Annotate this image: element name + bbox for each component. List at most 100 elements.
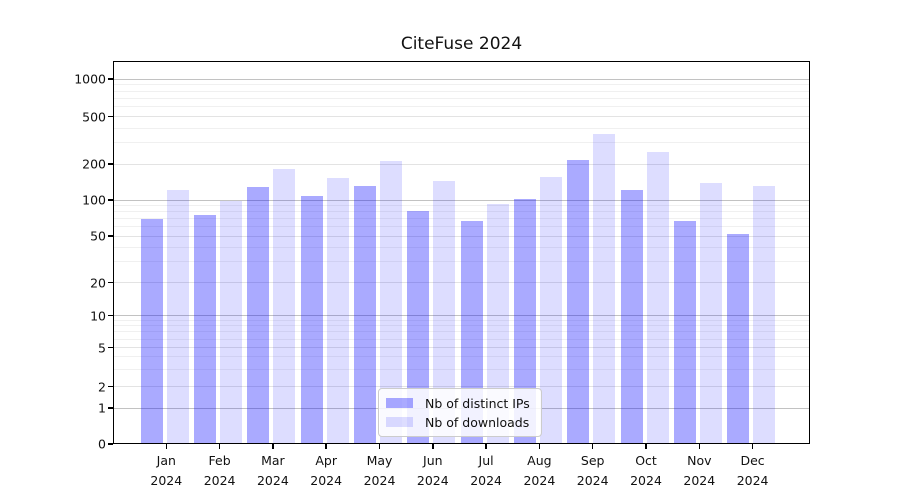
legend-swatch — [386, 417, 413, 427]
x-tick-mark — [698, 444, 701, 449]
gridline — [114, 127, 809, 129]
legend-label: Nb of downloads — [425, 414, 530, 430]
bar-distinct-ips — [140, 219, 163, 443]
bar-distinct-ips — [620, 189, 643, 443]
bar-distinct-ips — [300, 195, 323, 443]
gridline — [114, 116, 809, 117]
bar-distinct-ips — [407, 210, 430, 443]
bar-distinct-ips — [247, 186, 270, 443]
x-tick-label: May 2024 — [363, 453, 396, 488]
x-tick-mark — [272, 444, 274, 449]
legend-label: Nb of distinct IPs — [425, 395, 530, 411]
gridline — [114, 261, 809, 263]
x-tick-mark — [751, 444, 754, 449]
gridline — [114, 211, 809, 213]
bar-downloads — [753, 186, 776, 443]
bar-distinct-ips — [673, 221, 696, 443]
legend: Nb of distinct IPs Nb of downloads — [378, 388, 542, 437]
y-tick-mark — [108, 199, 113, 201]
legend-item: Nb of distinct IPs — [386, 396, 541, 411]
x-tick-label: Nov 2024 — [683, 453, 716, 488]
bar-downloads — [699, 182, 722, 443]
y-tick-label: 10 — [90, 308, 106, 323]
bar-downloads — [166, 190, 189, 443]
bar-distinct-ips — [460, 221, 483, 443]
y-tick-label: 5 — [98, 340, 106, 355]
plot-area — [113, 61, 810, 444]
bar-downloads — [486, 204, 509, 443]
bar-downloads — [646, 152, 669, 443]
x-tick-mark — [325, 444, 327, 449]
x-tick-label: Apr 2024 — [310, 453, 343, 488]
x-tick-label: Feb 2024 — [203, 453, 236, 488]
y-tick-mark — [108, 314, 113, 317]
x-tick-label: Dec 2024 — [736, 453, 769, 488]
x-tick-label: Jan 2024 — [150, 453, 183, 488]
gridline — [114, 386, 809, 387]
gridline — [114, 347, 809, 348]
gridline — [114, 97, 809, 99]
y-tick-label: 200 — [82, 156, 106, 172]
gridline — [114, 163, 809, 165]
gridline — [114, 356, 809, 358]
y-tick-label: 100 — [82, 192, 106, 208]
x-tick-mark — [591, 444, 594, 449]
bar-downloads — [380, 160, 402, 443]
x-tick-mark — [218, 444, 221, 449]
y-tick-mark — [108, 281, 113, 284]
bar-downloads — [539, 176, 562, 443]
bar-downloads — [326, 178, 349, 443]
y-tick-label: 20 — [90, 275, 106, 290]
bar-downloads — [273, 169, 296, 443]
y-tick-label: 1000 — [74, 71, 106, 87]
x-tick-label: Oct 2024 — [630, 453, 662, 488]
y-tick-mark — [108, 346, 113, 349]
y-tick-mark — [108, 385, 113, 388]
x-tick-mark — [645, 444, 647, 449]
y-tick-label: 0 — [98, 436, 106, 452]
y-tick-mark — [108, 78, 113, 80]
x-tick-mark — [485, 444, 487, 449]
x-tick-label: Jul 2024 — [470, 453, 502, 488]
y-tick-label: 1 — [98, 400, 106, 416]
bar-distinct-ips — [727, 233, 750, 443]
legend-swatch — [386, 398, 413, 408]
gridline — [114, 142, 809, 144]
legend-item: Nb of downloads — [386, 415, 541, 430]
gridline — [114, 199, 809, 201]
bar-distinct-ips — [354, 186, 376, 443]
bar-downloads — [433, 180, 456, 443]
gridline — [114, 338, 809, 340]
x-tick-mark — [432, 444, 434, 449]
x-tick-mark — [538, 444, 541, 449]
gridline — [114, 331, 809, 333]
chart-title: CiteFuse 2024 — [400, 34, 523, 54]
x-tick-label: Aug 2024 — [523, 453, 556, 488]
gridline — [114, 218, 809, 220]
gridline — [114, 235, 809, 237]
gridline — [114, 90, 809, 92]
gridline — [114, 246, 809, 248]
bar-downloads — [593, 134, 616, 443]
y-tick-label: 2 — [98, 379, 106, 394]
y-tick-label: 500 — [82, 109, 106, 124]
y-tick-label: 50 — [90, 228, 106, 244]
gridline — [114, 106, 809, 108]
gridline — [114, 78, 809, 80]
y-tick-mark — [108, 407, 113, 409]
gridline — [114, 319, 809, 321]
bar-distinct-ips — [567, 160, 590, 443]
gridline — [114, 226, 809, 228]
y-tick-mark — [108, 235, 113, 237]
x-tick-label: Mar 2024 — [256, 453, 289, 488]
gridline — [114, 325, 809, 327]
x-tick-mark — [165, 444, 168, 449]
bar-downloads — [220, 200, 243, 443]
gridline — [114, 204, 809, 206]
y-tick-mark — [108, 163, 113, 165]
gridline — [114, 282, 809, 283]
gridline — [114, 368, 809, 370]
y-tick-mark — [108, 115, 113, 118]
y-tick-mark — [108, 443, 113, 445]
